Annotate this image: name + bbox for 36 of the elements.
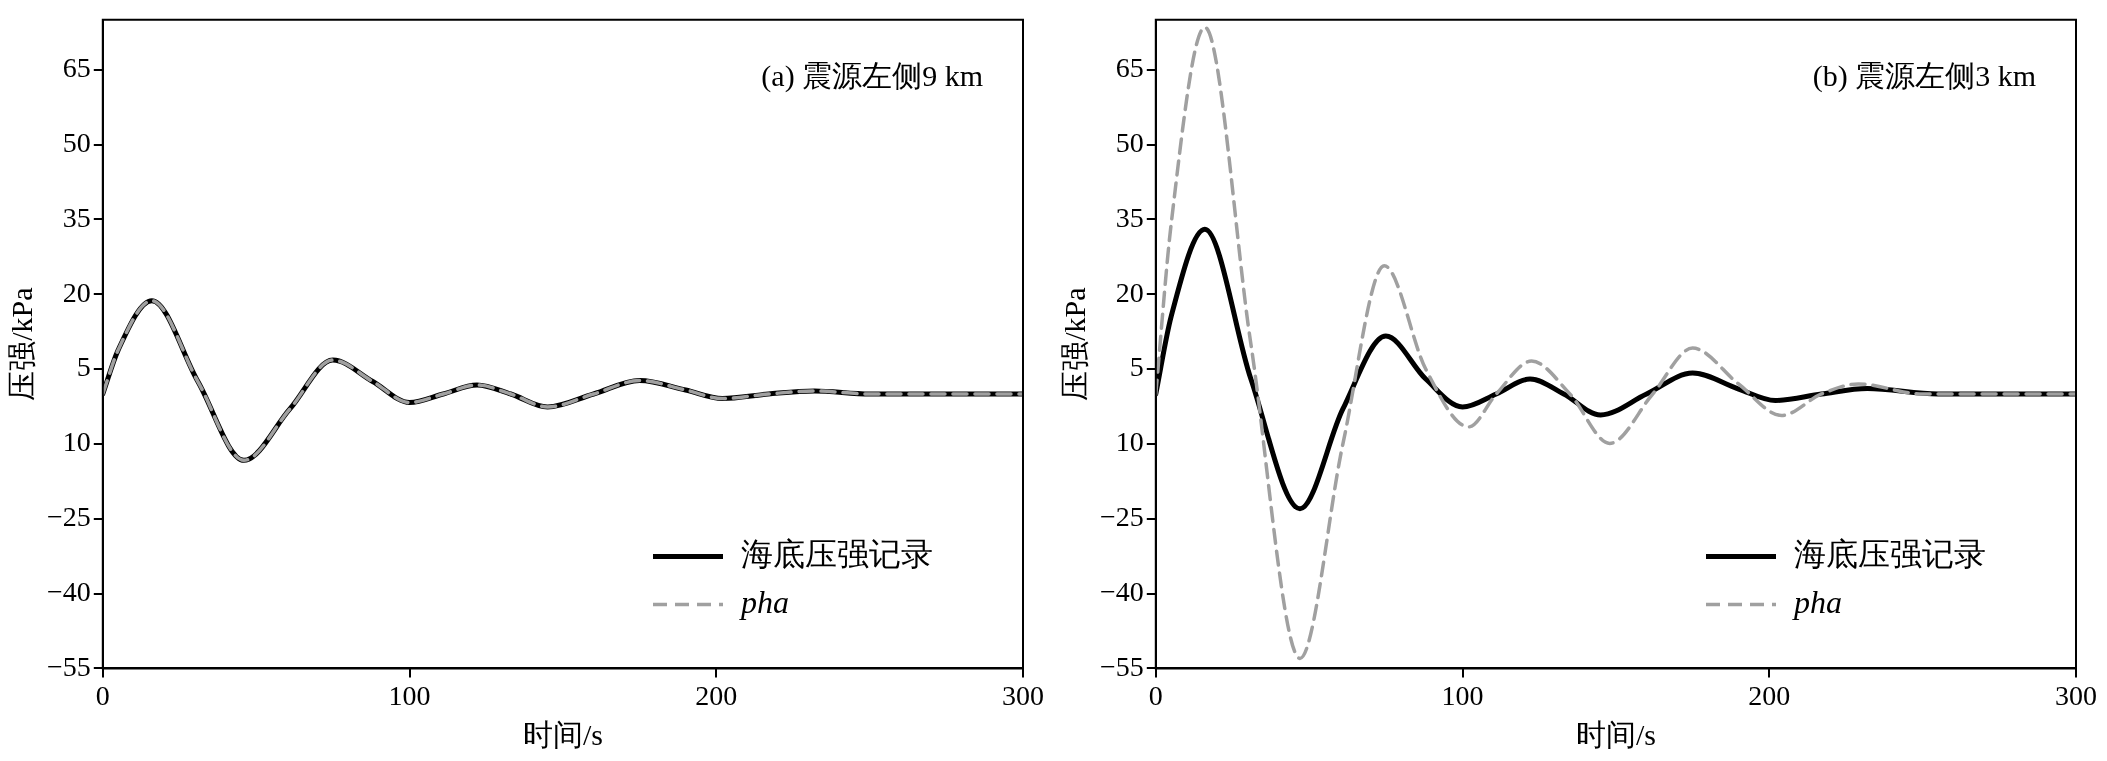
x-tick-label: 200 [1748,679,1791,711]
x-tick-label: 100 [388,679,431,711]
y-tick-label: 35 [62,201,91,233]
legend-label: 海底压强记录 [1794,535,1986,572]
legend-label: 海底压强记录 [741,535,933,572]
y-tick-label: 10 [1115,426,1144,458]
y-tick-label: 65 [62,52,91,84]
legend-label: pha [739,583,789,620]
y-tick-label: 50 [62,126,91,158]
x-axis-title: 时间/s [1575,717,1656,751]
y-tick-label: 35 [1115,201,1144,233]
x-tick-label: 200 [695,679,738,711]
y-tick-label: 10 [62,426,91,458]
y-tick-label: 5 [76,351,91,383]
y-tick-label: −40 [46,575,91,607]
y-tick-label: 5 [1129,351,1144,383]
y-tick-label: 65 [1115,52,1144,84]
y-tick-label: −55 [1099,650,1144,682]
y-tick-label: −25 [46,501,91,533]
text: (a) 震源左侧9 km [761,58,983,93]
y-axis-title: 压强/kPa [1057,287,1091,401]
y-tick-label: −40 [1099,575,1144,607]
y-tick-label: 20 [1115,276,1144,308]
y-tick-label: −25 [1099,501,1144,533]
text: (b) 震源左侧3 km [1812,58,2036,93]
x-tick-label: 100 [1441,679,1484,711]
legend-label: pha [1792,583,1842,620]
x-tick-label: 0 [95,679,110,711]
y-tick-label: −55 [46,650,91,682]
y-axis-title: 压强/kPa [4,287,38,401]
x-tick-label: 300 [1002,679,1044,711]
y-tick-label: 50 [1115,126,1144,158]
y-tick-label: 20 [62,276,91,308]
x-tick-label: 0 [1148,679,1163,711]
x-tick-label: 300 [2055,679,2097,711]
x-axis-title: 时间/s [522,717,603,751]
